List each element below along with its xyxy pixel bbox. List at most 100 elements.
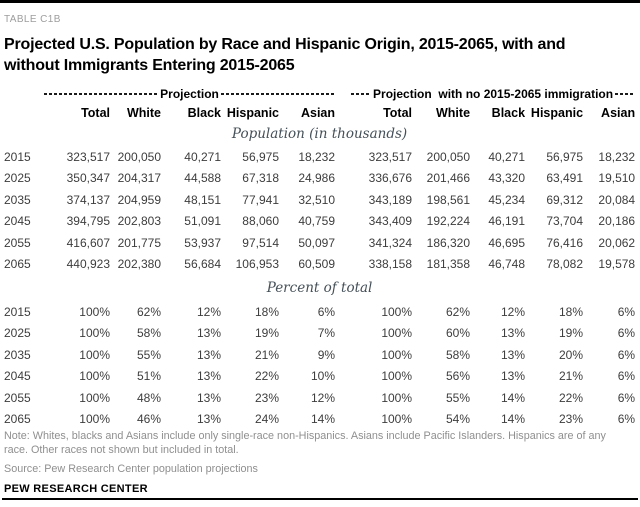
table-cell: 204,959 — [117, 192, 161, 207]
group-label-no-immigration: Projection with no 2015-2065 immigration — [373, 87, 614, 101]
row-year: 2025 — [4, 171, 31, 186]
table-cell: 100% — [79, 347, 110, 362]
table-cell: 56,975 — [546, 149, 584, 164]
row-year: 2035 — [4, 347, 31, 362]
table-cell: 14% — [501, 412, 526, 427]
row-year: 2065 — [4, 412, 31, 427]
table-cell: 23% — [559, 412, 584, 427]
table-row: 2045 100% 51% 13% 22% 10% 100% 56% 13% 21% 6% — [4, 366, 635, 388]
table-cell: 45,234 — [488, 192, 526, 207]
table-cell: 9% — [317, 347, 336, 362]
table-cell: 19,578 — [598, 257, 636, 272]
population-table: Projection Projection with no 2015-2065 … — [4, 86, 636, 431]
table-cell: 394,795 — [66, 214, 110, 229]
table-row: 2065 100% 46% 13% 24% 14% 100% 54% 14% 23% 6% — [4, 409, 635, 431]
table-cell: 7% — [317, 326, 336, 341]
table-cell: 22% — [559, 390, 584, 405]
table-cell: 13% — [196, 369, 221, 384]
table-cell: 6% — [617, 326, 636, 341]
table-cell: 56,975 — [242, 149, 279, 164]
report-page: TABLE C1B Projected U.S. Population by R… — [0, 14, 640, 496]
section-label-row: Percent of total — [4, 275, 635, 301]
table-cell: 18,232 — [598, 149, 636, 164]
dash-line — [615, 93, 636, 95]
table-cell: 106,953 — [235, 257, 279, 272]
table-cell: 19% — [254, 326, 279, 341]
table-cell: 20,186 — [598, 214, 636, 229]
table-cell: 200,050 — [426, 149, 471, 164]
table-cell: 55% — [446, 390, 471, 405]
year-column-header — [4, 102, 44, 122]
group-header-projection-flex: Projection — [44, 87, 336, 101]
table-cell: 100% — [79, 326, 110, 341]
group-label-projection: Projection — [160, 87, 219, 101]
table-cell: 46,695 — [488, 235, 526, 250]
table-cell: 18% — [559, 304, 584, 319]
table-cell: 202,803 — [117, 214, 161, 229]
table-cell: 100% — [381, 326, 413, 341]
table-cell: 100% — [79, 412, 110, 427]
column-header-asian-2: Asian — [601, 106, 636, 120]
table-cell: 76,416 — [546, 235, 584, 250]
table-cell: 69,312 — [546, 192, 584, 207]
table-cell: 14% — [311, 412, 336, 427]
brand-footer: PEW RESEARCH CENTER — [4, 483, 148, 495]
column-header-hispanic-1: Hispanic — [226, 106, 279, 120]
table-cell: 18,232 — [298, 149, 336, 164]
table-cell: 97,514 — [242, 235, 279, 250]
table-cell: 13% — [196, 390, 221, 405]
table-cell: 88,060 — [242, 214, 279, 229]
table-cell: 100% — [381, 390, 413, 405]
table-cell: 73,704 — [546, 214, 584, 229]
table-cell: 198,561 — [426, 192, 471, 207]
table-row: 2045 394,795 202,803 51,091 88,060 40,759 343,… — [4, 211, 635, 233]
table-cell: 343,409 — [368, 214, 413, 229]
table-cell: 19% — [559, 326, 584, 341]
table-cell: 440,923 — [66, 257, 110, 272]
row-year: 2045 — [4, 214, 31, 229]
title-line-1: Projected U.S. Population by Race and Hi… — [4, 36, 566, 53]
table-cell: 100% — [381, 369, 413, 384]
table-cell: 13% — [501, 369, 526, 384]
table-cell: 323,517 — [368, 149, 413, 164]
table-cell: 6% — [617, 390, 636, 405]
table-cell: 20,062 — [598, 235, 636, 250]
table-cell: 6% — [617, 369, 636, 384]
table-cell: 22% — [254, 369, 279, 384]
section-label: Percent of total — [266, 280, 373, 296]
page-title: Projected U.S. Population by Race and Hi… — [4, 34, 635, 76]
row-year: 2045 — [4, 369, 31, 384]
table-cell: 350,347 — [66, 171, 110, 186]
column-header-total-1: Total — [81, 106, 110, 120]
table-cell: 13% — [501, 347, 526, 362]
table-cell: 10% — [311, 369, 336, 384]
row-year: 2015 — [4, 149, 31, 164]
table-cell: 62% — [136, 304, 161, 319]
table-cell: 40,271 — [488, 149, 526, 164]
table-cell: 338,158 — [368, 257, 413, 272]
table-cell: 20% — [559, 347, 584, 362]
table-cell: 56% — [446, 369, 471, 384]
table-cell: 43,320 — [488, 171, 526, 186]
table-cell: 21% — [254, 347, 279, 362]
table-cell: 19,510 — [598, 171, 636, 186]
column-header-asian-1: Asian — [300, 106, 336, 120]
table-cell: 53,937 — [184, 235, 221, 250]
table-cell: 32,510 — [298, 192, 336, 207]
column-header-row: Total White Black Hispanic Asian Total White Bl… — [4, 102, 635, 122]
table-cell: 374,137 — [66, 192, 110, 207]
table-cell: 56,684 — [184, 257, 221, 272]
table-row: 2025 350,347 204,317 44,588 67,318 24,986 336,… — [4, 168, 635, 190]
table-cell: 202,380 — [117, 257, 161, 272]
group-header-no-immigration-flex: Projection with no 2015-2065 immigration — [335, 87, 636, 101]
table-cell: 60% — [446, 326, 471, 341]
table-cell: 14% — [501, 390, 526, 405]
table-cell: 416,607 — [66, 235, 110, 250]
table-row: 2055 100% 48% 13% 23% 12% 100% 55% 14% 22% 6% — [4, 387, 635, 409]
table-cell: 67,318 — [242, 171, 279, 186]
table-cell: 60,509 — [298, 257, 336, 272]
row-year: 2015 — [4, 304, 31, 319]
table-cell: 78,082 — [546, 257, 584, 272]
table-cell: 40,759 — [298, 214, 336, 229]
table-row: 2025 100% 58% 13% 19% 7% 100% 60% 13% 19% 6% — [4, 323, 635, 345]
